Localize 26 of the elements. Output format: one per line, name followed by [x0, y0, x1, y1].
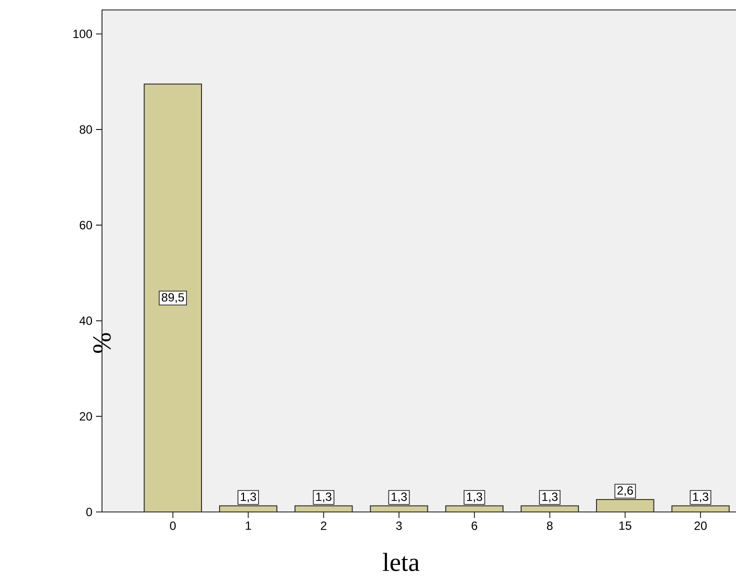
- y-tick-label: 60: [80, 220, 92, 230]
- y-tick-label: 100: [73, 30, 92, 38]
- y-tick-label: 0: [86, 508, 92, 516]
- data-label: 1,3: [466, 492, 482, 502]
- data-label: 1,3: [392, 492, 407, 502]
- y-tick-label: 40: [79, 316, 92, 325]
- y-tick-label: 20: [80, 412, 92, 421]
- data-label: 1,3: [316, 492, 332, 502]
- x-tick-label: 2: [320, 522, 326, 530]
- data-label: 2,6: [617, 486, 633, 496]
- x-tick-label: 15: [619, 522, 632, 530]
- x-tick-label: 20: [694, 522, 707, 530]
- data-label: 1,3: [693, 492, 708, 502]
- x-tick-label: 3: [396, 522, 402, 530]
- data-label: 89,5: [162, 293, 184, 303]
- x-tick-label: 1: [246, 522, 251, 530]
- x-tick-label: 0: [170, 522, 176, 530]
- x-tick-label: 6: [472, 522, 478, 530]
- bar: [596, 500, 654, 512]
- x-axis-title: leta: [382, 552, 420, 572]
- x-tick-label: 8: [546, 522, 553, 530]
- data-label: 1,3: [542, 492, 558, 502]
- y-tick-label: 80: [80, 125, 92, 134]
- bar: [144, 84, 202, 512]
- data-label: 1,3: [240, 492, 256, 502]
- y-axis-title: %: [93, 333, 111, 353]
